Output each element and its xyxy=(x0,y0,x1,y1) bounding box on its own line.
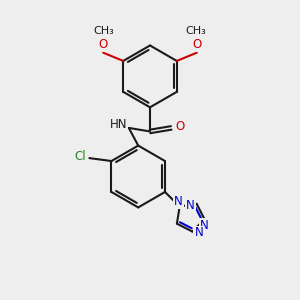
Text: CH₃: CH₃ xyxy=(186,26,207,37)
Text: Cl: Cl xyxy=(74,150,86,163)
Text: N: N xyxy=(174,195,183,208)
Text: N: N xyxy=(186,199,195,212)
Text: O: O xyxy=(192,38,201,51)
Text: O: O xyxy=(99,38,108,51)
Text: O: O xyxy=(176,120,185,133)
Text: HN: HN xyxy=(110,118,127,131)
Text: CH₃: CH₃ xyxy=(93,26,114,37)
Text: N: N xyxy=(200,219,209,232)
Text: N: N xyxy=(194,226,203,239)
